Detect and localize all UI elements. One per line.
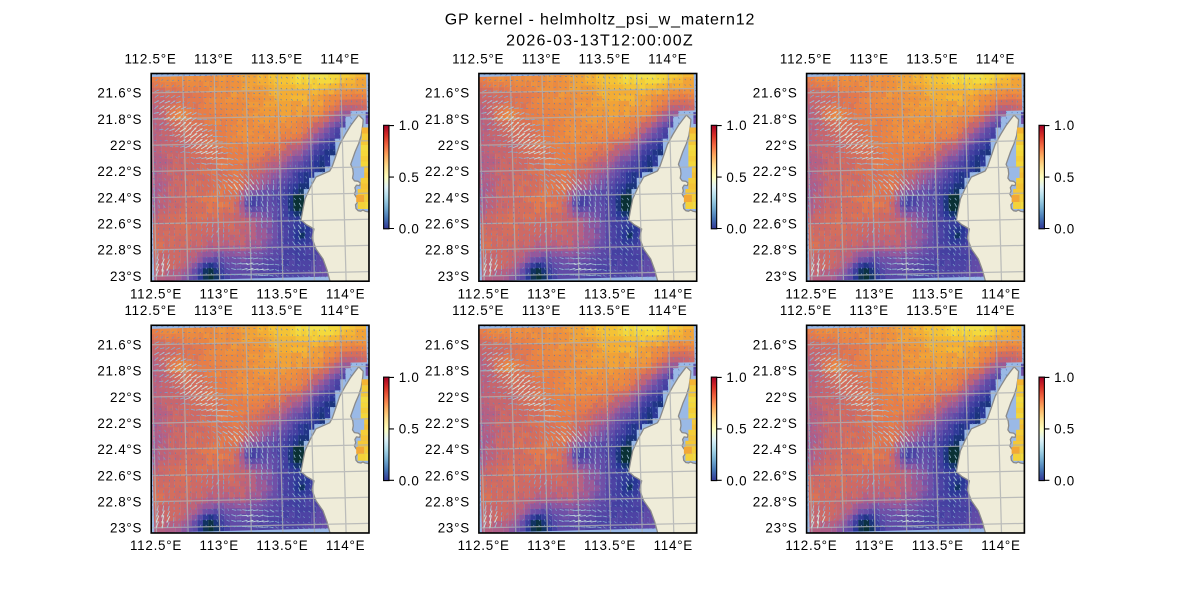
svg-text:2026-03-13T12:00:00Z: 2026-03-13T12:00:00Z bbox=[506, 33, 694, 50]
svg-text:GP kernel - helmholtz_psi_w_ma: GP kernel - helmholtz_psi_w_matern12 bbox=[445, 12, 755, 29]
